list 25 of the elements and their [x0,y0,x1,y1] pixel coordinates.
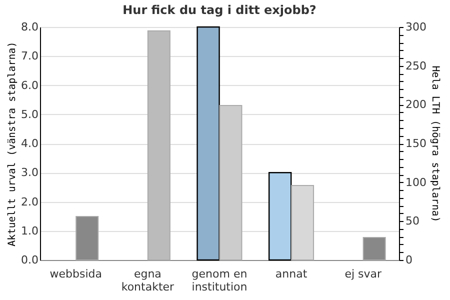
y-tick-label: 6.0 [21,78,38,92]
y2-tick-label: 0 [406,254,412,266]
y-tick-label: 3.0 [21,166,38,180]
x-tick-label: egna kontakter [121,268,175,294]
y-tick-label: 1.0 [21,224,38,238]
y2-tick-label: 100 [406,176,426,189]
y2-tick-label: 250 [406,59,426,72]
chart-title: Hur fick du tag i ditt exjobb? [122,3,316,17]
y-tick-label: 4.0 [21,137,38,150]
y2-axis-title: Hela LTH (högra staplarna) [429,66,440,222]
y2-tick-label: 150 [406,137,426,150]
bar [147,30,170,260]
x-tick-label: genom en institution [192,268,248,294]
y-tick-label: 0.0 [21,254,38,266]
y2-tick-label: 50 [406,214,420,228]
y-tick-label: 7.0 [21,50,38,63]
x-tick-label: ej svar [344,268,382,280]
y-axis-title: Aktuellt urval (vänstra staplarna) [7,42,18,246]
y2-tick-label: 200 [406,98,426,112]
y-tick-label: 8.0 [21,20,38,34]
y-tick-label: 2.0 [21,195,38,208]
y2-tick-label: 300 [406,20,426,34]
x-tick-label: webbsida [50,268,102,280]
x-tick-label: annat [275,268,308,280]
y-tick-label: 5.0 [21,108,38,121]
